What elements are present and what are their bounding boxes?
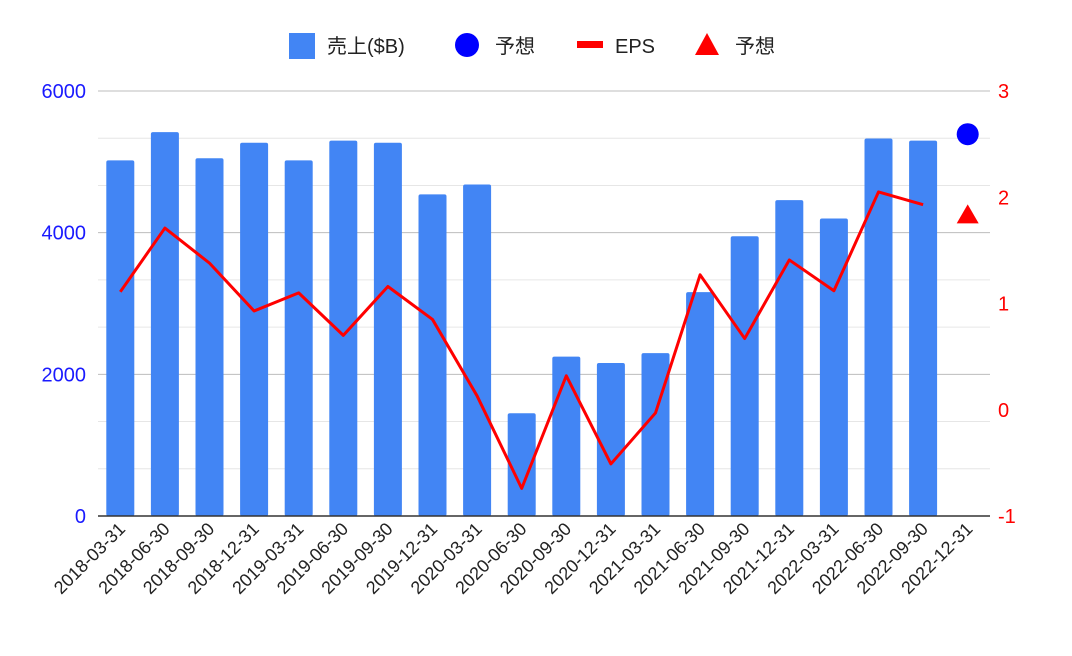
right-axis-tick-label: -1: [998, 506, 1016, 528]
legend-swatch-eps: [577, 41, 603, 48]
left-axis-tick-label: 6000: [42, 81, 87, 103]
bar-sales: [150, 132, 179, 517]
forecast-eps-point: [956, 204, 979, 224]
bar-sales: [284, 160, 313, 516]
forecast-sales-point: [956, 123, 979, 146]
bar-sales: [909, 140, 938, 517]
legend-label-sales: 売上($B): [327, 35, 405, 58]
right-axis-tick-label: 0: [998, 400, 1009, 422]
eps-line: [119, 190, 924, 490]
legend: 売上($B) 予想 EPS 予想: [289, 33, 775, 59]
bar-sales: [195, 158, 224, 516]
legend-swatch-sales: [289, 33, 315, 59]
legend-label-eps: EPS: [615, 36, 655, 58]
bar-sales: [819, 218, 848, 516]
bar-sales: [329, 140, 358, 517]
legend-label-forecast-eps: 予想: [735, 35, 775, 58]
bar-sales: [373, 142, 402, 517]
bar-sales: [552, 356, 581, 516]
bar-sales: [106, 160, 135, 516]
legend-swatch-forecast-eps: [695, 33, 719, 55]
bar-sales: [240, 142, 269, 517]
bar-sales: [641, 353, 670, 516]
bar-sales: [730, 236, 759, 517]
legend-swatch-forecast-sales: [455, 33, 479, 57]
forecast-markers: [956, 123, 979, 224]
bar-sales: [507, 413, 536, 516]
left-axis-tick-label: 4000: [42, 223, 87, 245]
gridlines: [98, 90, 990, 470]
bar-sales: [463, 184, 492, 516]
legend-label-forecast-sales: 予想: [495, 35, 535, 58]
bar-sales: [775, 200, 804, 517]
axes: 0200040006000-101232018-03-312018-06-302…: [42, 81, 1016, 598]
bar-sales: [596, 363, 625, 516]
right-axis-tick-label: 1: [998, 294, 1009, 316]
left-axis-tick-label: 0: [75, 506, 86, 528]
bar-sales: [864, 138, 893, 517]
left-axis-tick-label: 2000: [42, 364, 87, 386]
right-axis-tick-label: 2: [998, 187, 1009, 209]
right-axis-tick-label: 3: [998, 81, 1009, 103]
bar-sales: [418, 194, 447, 516]
bar-sales: [686, 292, 715, 516]
sales-bars: [106, 132, 938, 517]
